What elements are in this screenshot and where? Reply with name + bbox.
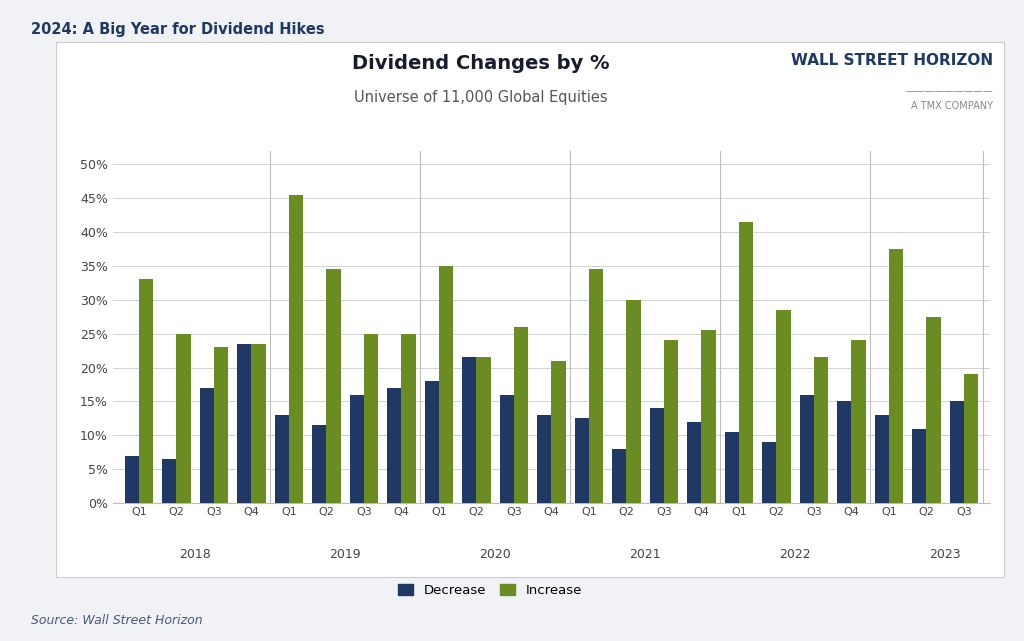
Text: 2018: 2018 [179,547,211,561]
Bar [274,415,289,503]
Bar [551,361,565,503]
Bar [874,415,889,503]
Bar [927,317,941,503]
Bar [889,249,903,503]
Text: 2019: 2019 [330,547,361,561]
Bar [349,395,364,503]
Bar [312,425,327,503]
Bar [125,456,139,503]
Bar [612,449,627,503]
Bar [162,459,176,503]
Bar [514,327,528,503]
Text: Source: Wall Street Horizon: Source: Wall Street Horizon [31,614,203,627]
Bar [687,422,701,503]
Bar [627,300,641,503]
Bar [214,347,228,503]
Bar [327,269,341,503]
Bar [364,334,378,503]
Bar [964,374,978,503]
Bar [200,388,214,503]
Bar [739,222,754,503]
Bar [462,358,476,503]
Bar [238,344,252,503]
Bar [776,310,791,503]
Bar [538,415,552,503]
Bar [814,358,828,503]
Bar [589,269,603,503]
Text: WALL STREET HORIZON: WALL STREET HORIZON [792,53,993,68]
Legend: Decrease, Increase: Decrease, Increase [392,578,588,603]
Bar [649,408,664,503]
Bar [476,358,490,503]
Bar [762,442,776,503]
Text: —————————: ————————— [905,87,993,97]
Bar [838,401,851,503]
Bar [139,279,154,503]
Text: 2021: 2021 [630,547,662,561]
Bar [289,195,303,503]
Bar [252,344,265,503]
Bar [176,334,190,503]
Bar [701,330,716,503]
Text: 2020: 2020 [479,547,511,561]
Text: Dividend Changes by %: Dividend Changes by % [352,54,610,74]
Bar [851,340,865,503]
Bar [725,432,739,503]
Bar [800,395,814,503]
Bar [387,388,401,503]
Text: 2023: 2023 [930,547,961,561]
Bar [912,429,927,503]
Bar [664,340,678,503]
Text: A TMX COMPANY: A TMX COMPANY [911,101,993,112]
Text: 2022: 2022 [779,547,811,561]
Text: Universe of 11,000 Global Equities: Universe of 11,000 Global Equities [354,90,608,104]
Bar [574,419,589,503]
Bar [439,266,454,503]
Bar [425,381,439,503]
Bar [949,401,964,503]
Text: 2024: A Big Year for Dividend Hikes: 2024: A Big Year for Dividend Hikes [31,22,325,37]
Bar [401,334,416,503]
Bar [500,395,514,503]
